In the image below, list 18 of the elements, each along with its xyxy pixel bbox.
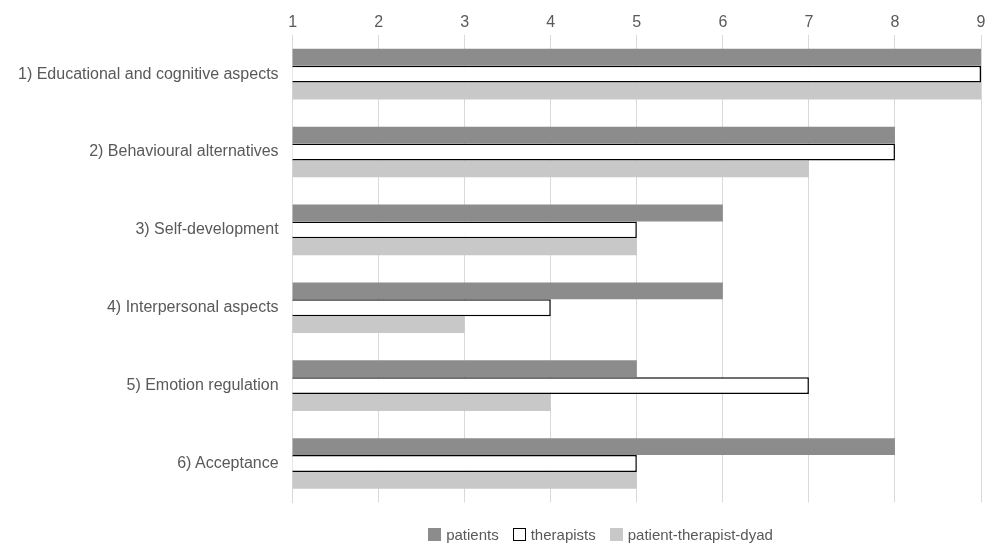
x-tick-label: 4 bbox=[546, 13, 556, 31]
x-tick-label: 3 bbox=[460, 13, 470, 31]
x-tick-label: 2 bbox=[374, 13, 384, 31]
legend-label: therapists bbox=[530, 525, 596, 543]
y-tick-label: 5) Emotion regulation bbox=[126, 376, 279, 394]
y-tick-label: 4) Interpersonal aspects bbox=[106, 298, 279, 316]
y-tick-label: 6) Acceptance bbox=[177, 453, 279, 471]
x-tick-label: 6 bbox=[718, 13, 728, 31]
y-tick-label: 3) Self-development bbox=[135, 220, 280, 238]
legend-label: patients bbox=[446, 525, 499, 543]
x-tick-label: 5 bbox=[632, 13, 642, 31]
legend-label: patient-therapist-dyad bbox=[627, 525, 773, 543]
x-tick-label: 9 bbox=[976, 13, 986, 31]
y-tick-label: 1) Educational and cognitive aspects bbox=[18, 64, 279, 82]
y-tick-label: 2) Behavioural alternatives bbox=[89, 142, 279, 160]
x-tick-label: 7 bbox=[804, 13, 814, 31]
x-tick-label: 8 bbox=[890, 13, 900, 31]
x-tick-label: 1 bbox=[288, 13, 298, 31]
